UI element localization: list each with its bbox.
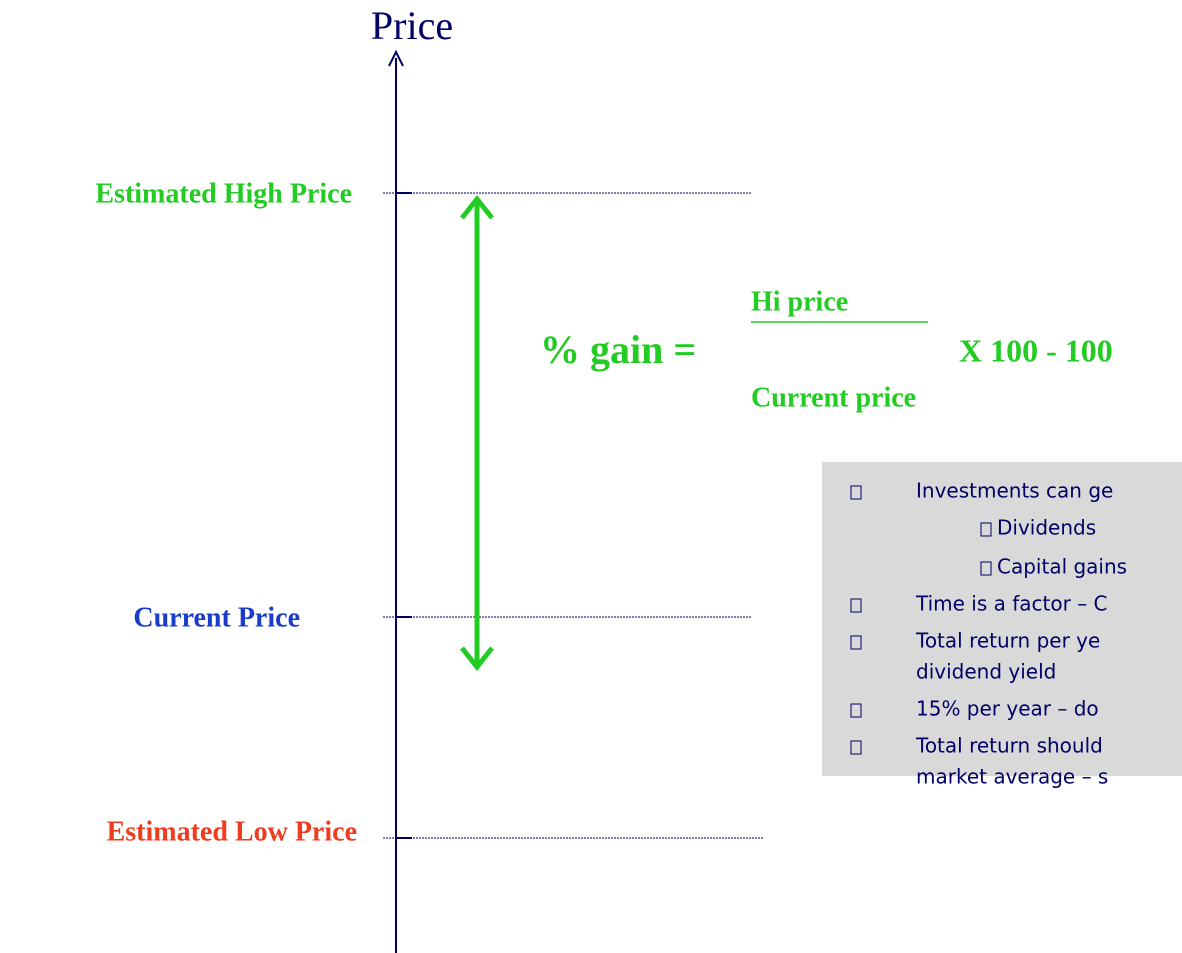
bullet-marker bbox=[980, 522, 992, 537]
bullet-text: Dividends bbox=[997, 516, 1096, 540]
bullet-text: 15% per year – do bbox=[916, 697, 1099, 721]
bullet-marker bbox=[980, 561, 992, 576]
notes-box bbox=[822, 462, 1182, 776]
bullet-text: Investments can ge bbox=[916, 479, 1113, 503]
bullet-list: Investments can ge Dividends Capital gains… bbox=[850, 479, 1127, 789]
level-lines bbox=[383, 192, 763, 839]
bullet-text: market average – s bbox=[916, 765, 1108, 789]
bullet-marker bbox=[850, 485, 862, 500]
bullet-text: dividend yield bbox=[916, 660, 1056, 684]
axis-arrow bbox=[388, 49, 404, 67]
bullet-text: Capital gains bbox=[997, 555, 1127, 579]
formula-denominator: Current price bbox=[751, 382, 916, 413]
bullet-text: Time is a factor – C bbox=[915, 592, 1108, 616]
gain-arrow bbox=[460, 194, 494, 672]
bullet-marker bbox=[850, 598, 862, 613]
axis-label: Price bbox=[371, 3, 453, 48]
formula-numerator: Hi price bbox=[751, 286, 848, 317]
bullet-text: Total return should bbox=[915, 734, 1103, 758]
bullet-marker bbox=[850, 740, 862, 755]
formula-lhs: % gain = bbox=[540, 327, 696, 372]
high-label: Estimated High Price bbox=[95, 178, 352, 209]
bullet-marker bbox=[850, 635, 862, 650]
low-label: Estimated Low Price bbox=[107, 816, 357, 847]
bullet-marker bbox=[850, 703, 862, 718]
formula-rhs: X 100 - 100 bbox=[959, 332, 1113, 368]
bullet-text: Total return per ye bbox=[915, 629, 1100, 653]
current-label: Current Price bbox=[133, 602, 300, 633]
